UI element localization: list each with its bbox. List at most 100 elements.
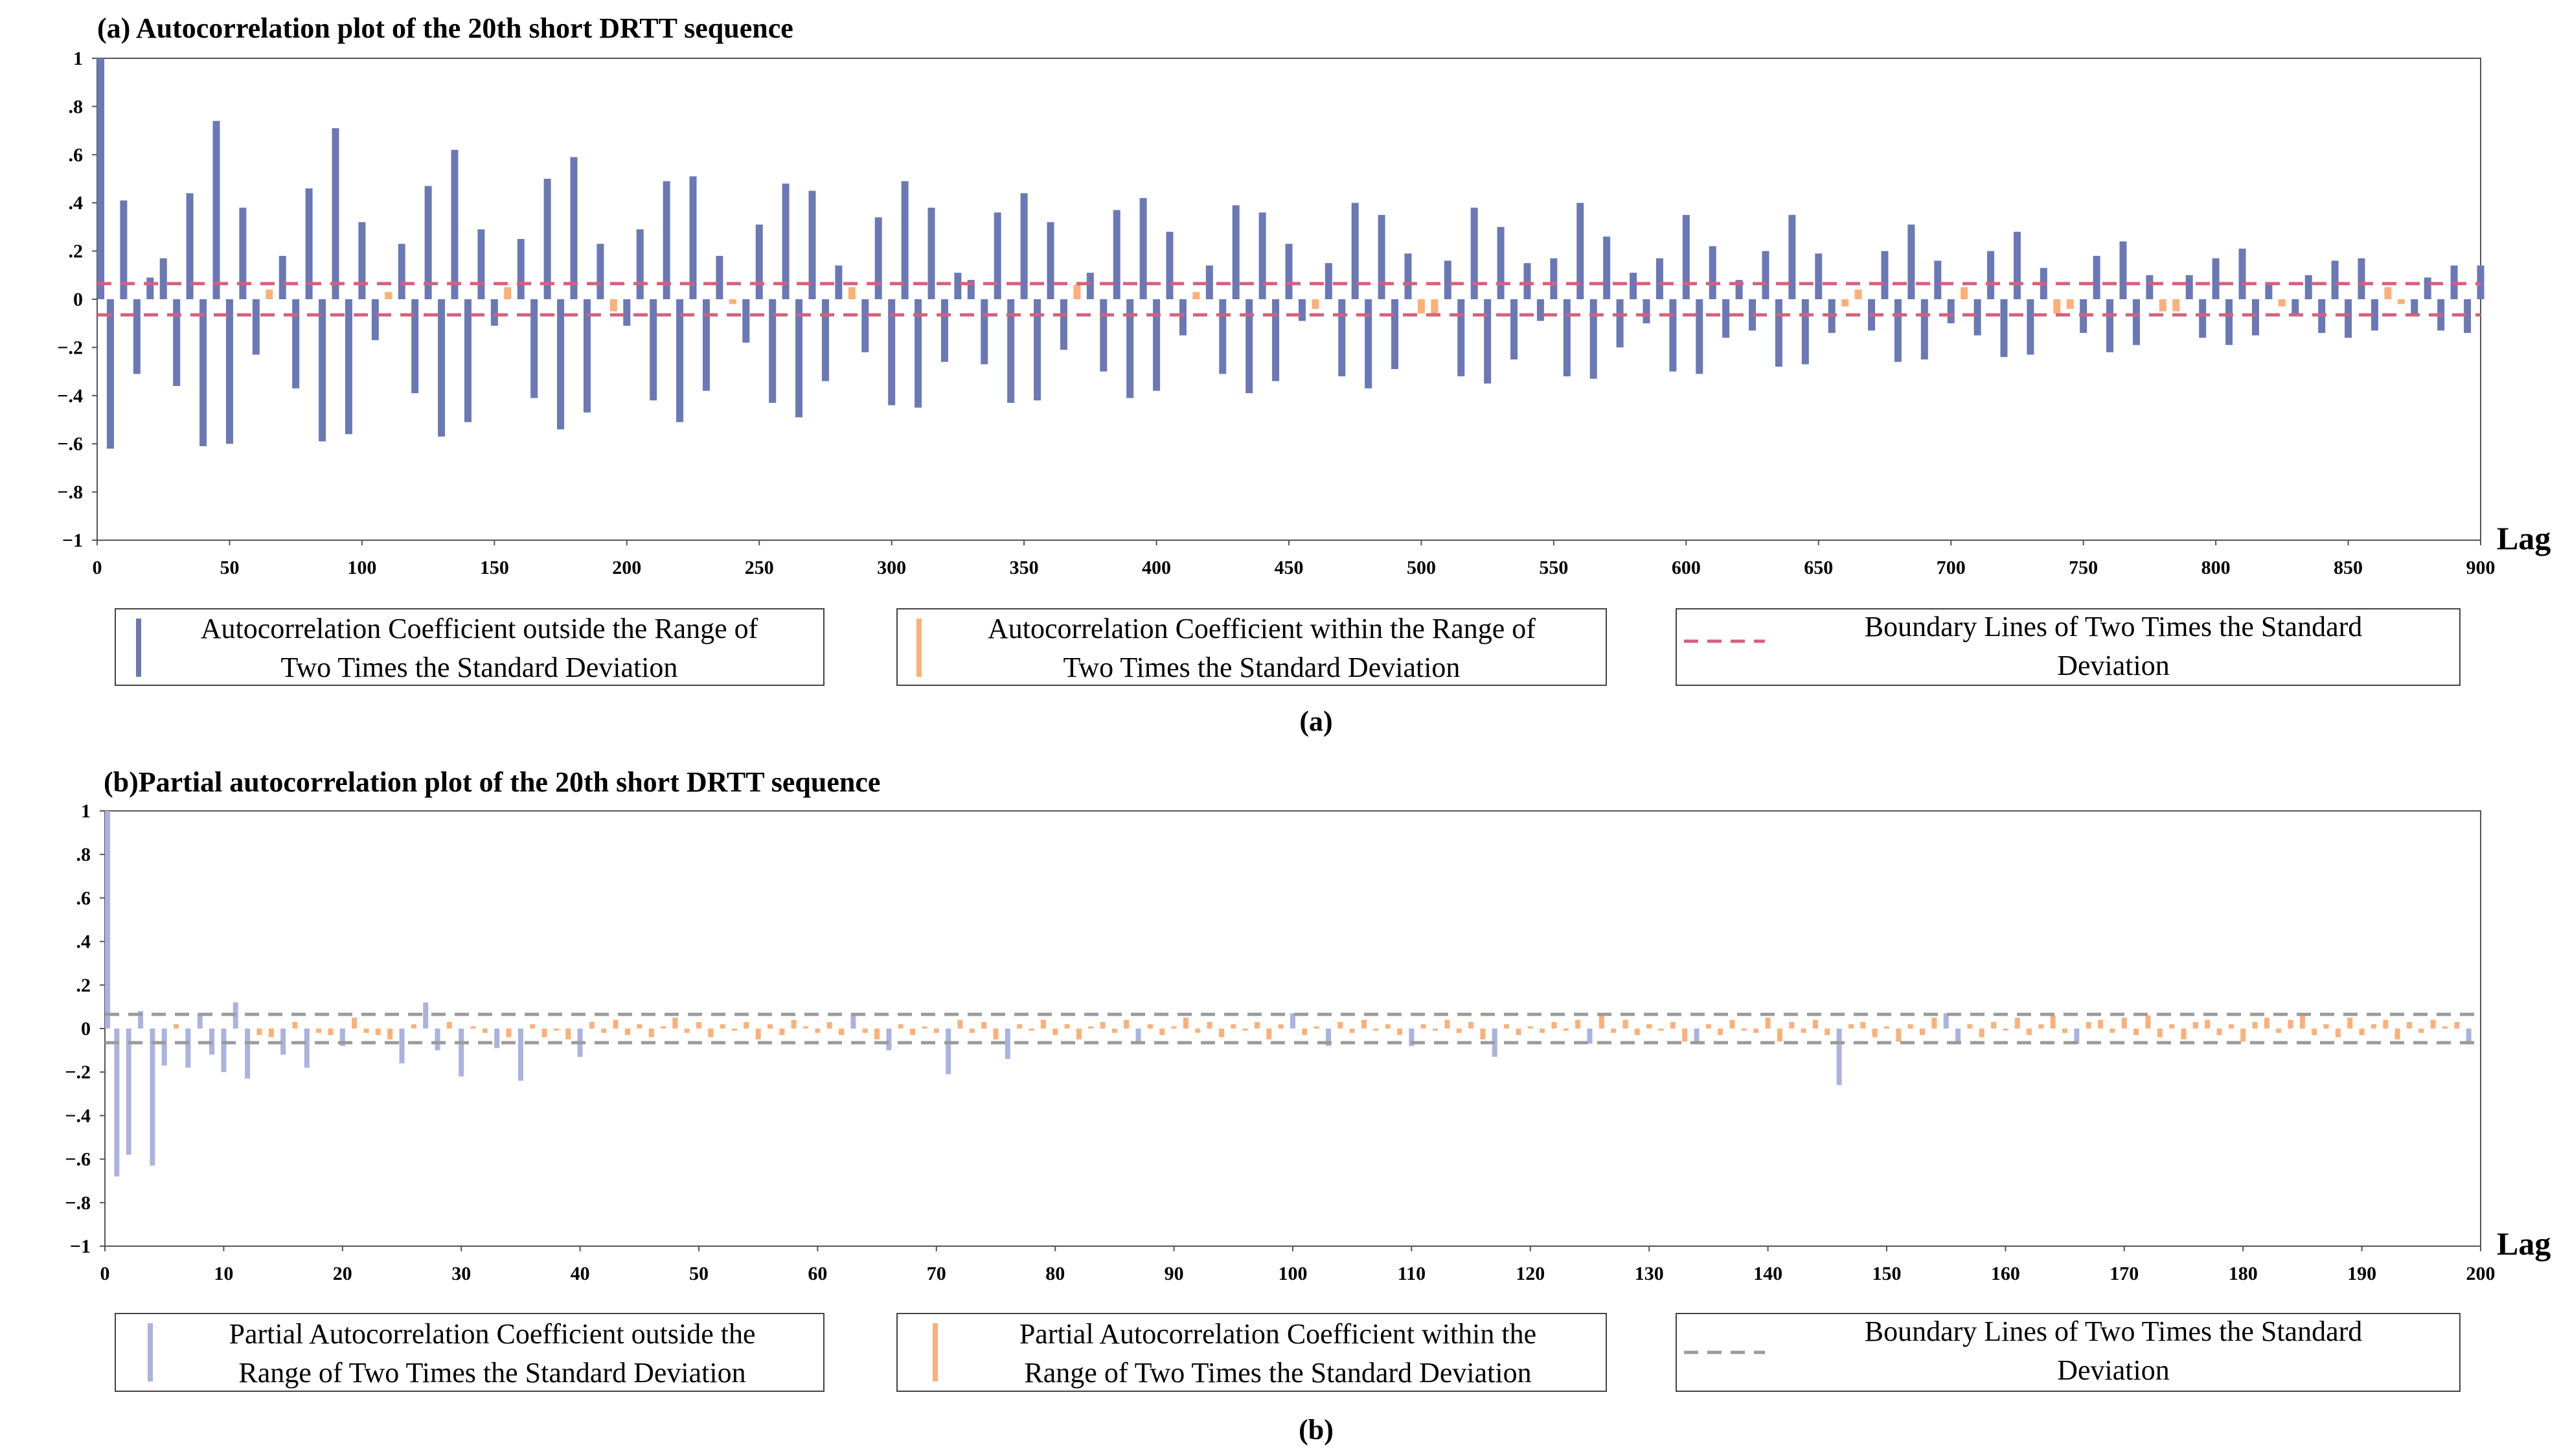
- acf-bar-outside: [1285, 244, 1293, 299]
- acf-xtick-label: 550: [1539, 557, 1568, 578]
- acf-bar-within: [1192, 291, 1200, 299]
- acf-legend-boundary-line2: Deviation: [2057, 650, 2170, 681]
- pacf-bar-within: [2240, 1029, 2246, 1042]
- acf-ytick-label: −.4: [57, 385, 83, 407]
- pacf-bar-within: [1777, 1029, 1782, 1042]
- acf-bar-outside: [2106, 299, 2114, 352]
- pacf-xtick-label: 40: [571, 1263, 590, 1284]
- pacf-bar-within: [648, 1029, 654, 1038]
- pacf-bar-within: [1812, 1019, 1818, 1029]
- pacf-xlabel: Lag: [2497, 1225, 2551, 1262]
- pacf-bar-within: [957, 1019, 963, 1029]
- pacf-bar-within: [506, 1029, 512, 1038]
- acf-bar-outside: [1166, 231, 1174, 299]
- pacf-xtick-label: 60: [808, 1263, 827, 1284]
- pacf-bar-within: [1611, 1029, 1617, 1033]
- pacf-bar-within: [1705, 1024, 1711, 1029]
- pacf-bar-within: [2014, 1018, 2020, 1029]
- pacf-bar-outside: [126, 1029, 131, 1155]
- pacf-bar-within: [541, 1029, 547, 1038]
- acf-bar-outside: [2424, 277, 2431, 299]
- acf-bar-outside: [120, 200, 128, 299]
- pacf-bar-within: [2418, 1029, 2424, 1033]
- pacf-bar-within: [1527, 1026, 1533, 1029]
- pacf-bar-within: [1920, 1029, 1926, 1036]
- pacf-bar-within: [1397, 1029, 1403, 1036]
- pacf-bar-within: [1563, 1029, 1569, 1031]
- pacf-bar-within: [2442, 1026, 2448, 1029]
- pacf-xtick-label: 10: [214, 1263, 233, 1284]
- pacf-bar-within: [1540, 1029, 1545, 1033]
- acf-bar-outside: [570, 157, 578, 299]
- acf-bar-outside: [173, 299, 181, 386]
- pacf-bar-within: [1100, 1021, 1106, 1029]
- acf-xtick-label: 500: [1407, 557, 1436, 578]
- acf-bar-outside: [1298, 299, 1306, 321]
- pacf-bar-outside: [1955, 1029, 1961, 1044]
- acf-bar-outside: [597, 244, 604, 299]
- acf-bar-outside: [2291, 299, 2299, 317]
- pacf-bar-within: [1052, 1029, 1058, 1036]
- pacf-legend-outside-line2: Range of Two Times the Standard Deviatio…: [238, 1357, 745, 1389]
- pacf-bar-within: [256, 1029, 262, 1036]
- pacf-bar-within: [174, 1024, 179, 1029]
- pacf-bar-outside: [221, 1029, 227, 1073]
- acf-bar-outside: [1047, 222, 1054, 299]
- pacf-caption: (b): [1299, 1414, 1334, 1446]
- pacf-bar-within: [1029, 1029, 1034, 1031]
- acf-bar-outside: [1682, 214, 1690, 299]
- acf-bar-outside: [583, 299, 591, 413]
- pacf-bar-outside: [494, 1029, 500, 1049]
- pacf-bar-within: [2252, 1021, 2258, 1029]
- acf-bar-within: [1073, 284, 1081, 299]
- acf-bar-outside: [345, 299, 352, 435]
- pacf-bar-within: [768, 1024, 773, 1029]
- acf-bar-outside: [2225, 299, 2233, 345]
- acf-bar-outside: [2304, 275, 2312, 299]
- acf-bar-outside: [1034, 299, 1041, 401]
- pacf-bar-within: [2335, 1029, 2341, 1038]
- acf-xtick-label: 100: [347, 557, 376, 578]
- pacf-xtick-label: 70: [927, 1263, 946, 1284]
- acf-ytick-label: .6: [69, 144, 84, 166]
- pacf-xtick-label: 160: [1991, 1263, 2020, 1284]
- acf-bar-outside: [2027, 299, 2034, 355]
- pacf-bar-within: [1991, 1021, 1997, 1029]
- pacf-bar-within: [1242, 1029, 1248, 1031]
- pacf-bar-within: [2359, 1029, 2365, 1036]
- pacf-bar-within: [482, 1029, 488, 1033]
- pacf-bar-within: [1231, 1024, 1236, 1029]
- pacf-bar-within: [696, 1021, 701, 1029]
- acf-bar-outside: [650, 299, 657, 401]
- acf-bar-outside: [1510, 299, 1518, 359]
- pacf-bar-within: [1373, 1029, 1379, 1031]
- pacf-bar-within: [1124, 1019, 1130, 1029]
- pacf-bar-within: [1931, 1018, 1937, 1029]
- acf-ytick-label: −.2: [57, 337, 83, 358]
- acf-bar-outside: [1630, 273, 1637, 299]
- pacf-bar-within: [2121, 1018, 2127, 1029]
- pacf-bar-outside: [339, 1029, 345, 1046]
- acf-bar-outside: [1457, 299, 1465, 377]
- pacf-bar-within: [1979, 1029, 1984, 1038]
- acf-legend-boundary-line1: Boundary Lines of Two Times the Standard: [1865, 611, 2363, 643]
- acf-bar-outside: [358, 222, 366, 299]
- acf-bar-within: [609, 299, 617, 312]
- pacf-xtick-label: 100: [1279, 1263, 1308, 1284]
- acf-bar-outside: [133, 299, 141, 374]
- pacf-bar-within: [1646, 1024, 1652, 1029]
- acf-bar-outside: [2238, 248, 2246, 299]
- acf-xtick-label: 900: [2466, 557, 2496, 578]
- acf-xtick-label: 200: [612, 557, 641, 578]
- acf-bar-outside: [915, 299, 922, 408]
- pacf-bar-within: [1218, 1029, 1224, 1038]
- acf-bar-outside: [319, 299, 326, 442]
- pacf-bar-outside: [245, 1029, 251, 1079]
- acf-xtick-label: 50: [220, 557, 239, 578]
- acf-bar-outside: [2411, 299, 2418, 317]
- pacf-bar-within: [1896, 1029, 1902, 1042]
- acf-legend-outside-box: [115, 608, 824, 686]
- pacf-bar-within: [1718, 1029, 1723, 1036]
- pacf-bar-within: [1598, 1015, 1604, 1029]
